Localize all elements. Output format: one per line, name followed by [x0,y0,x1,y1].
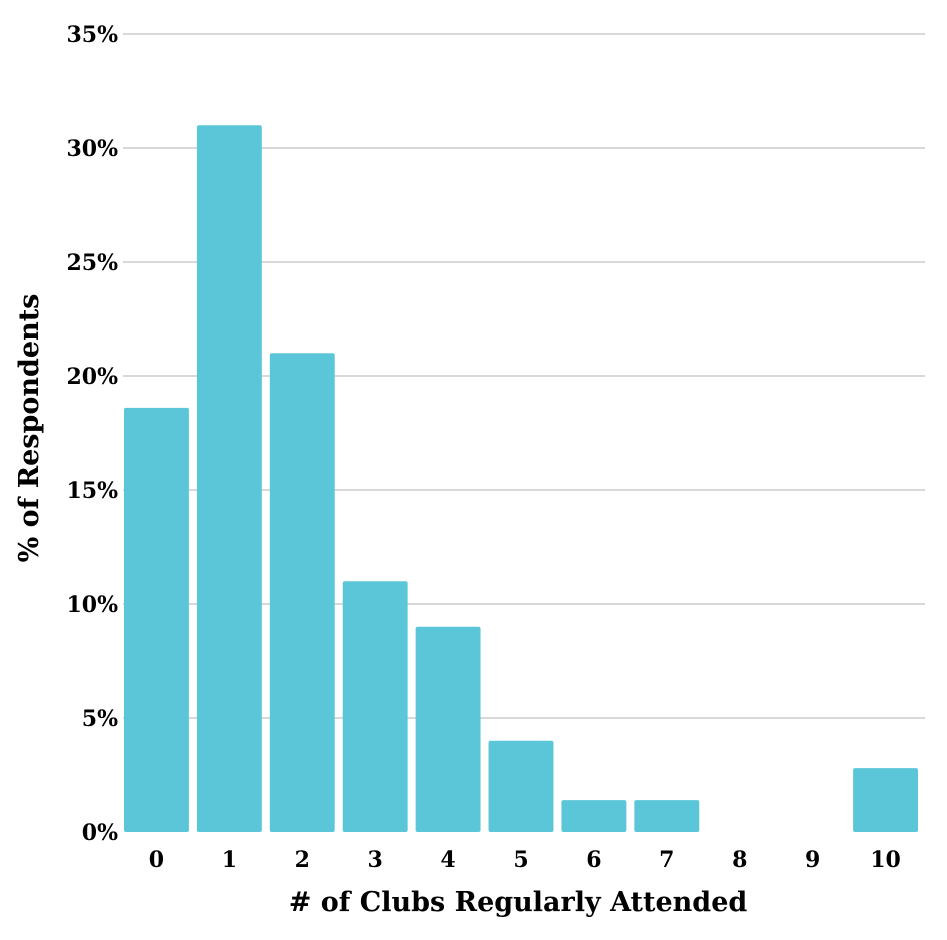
x-tick-label: 1 [222,847,237,873]
bar-0 [124,407,189,832]
bar-10 [853,768,918,832]
y-tick-label: 20% [66,364,118,390]
bar-5 [488,740,554,832]
x-tick-label: 7 [659,847,674,873]
y-axis-title: % of Respondents [14,294,45,563]
y-tick-label: 5% [82,706,118,732]
x-tick-label: 4 [440,847,455,873]
bar-2 [269,353,335,832]
x-tick-label: 5 [513,847,528,873]
y-tick-label: 25% [66,250,118,276]
y-tick-label: 35% [66,22,118,48]
x-axis-ticks: 0 1 2 3 4 5 6 7 8 9 10 [149,847,901,873]
bar-6 [561,800,627,832]
y-tick-label: 15% [66,478,118,504]
x-tick-label: 9 [805,847,820,873]
x-tick-label: 10 [870,847,901,873]
x-tick-label: 6 [586,847,601,873]
x-tick-label: 2 [295,847,310,873]
y-tick-label: 0% [82,820,118,846]
y-tick-label: 30% [66,136,118,162]
bar-3 [342,581,408,832]
bar-4 [415,626,481,832]
x-axis-title: # of Clubs Regularly Attended [289,887,748,918]
x-tick-label: 8 [732,847,747,873]
bar-7 [634,800,700,832]
bars [124,125,918,832]
bar-1 [196,125,262,832]
x-tick-label: 3 [368,847,383,873]
y-tick-label: 10% [66,592,118,618]
y-axis-ticks: 0% 5% 10% 15% 20% 25% 30% 35% [66,22,118,846]
x-tick-label: 0 [149,847,164,873]
